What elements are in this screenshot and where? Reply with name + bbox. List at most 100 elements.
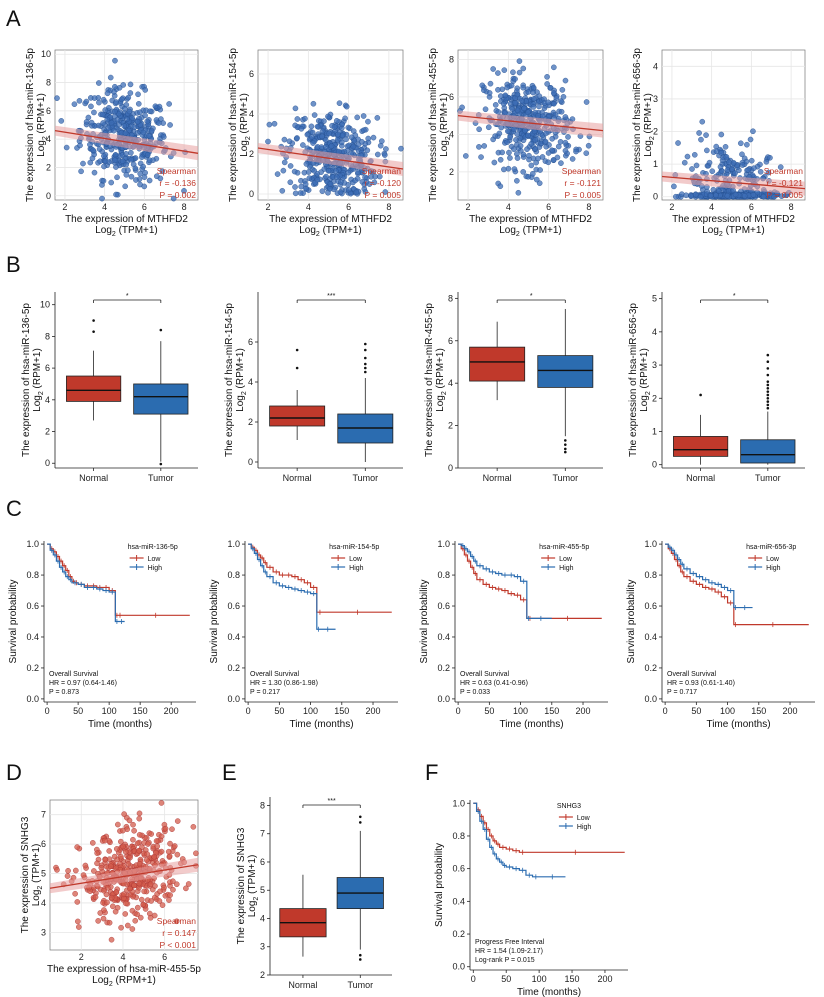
data-point: [530, 89, 536, 96]
legend-title: SNHG3: [557, 803, 581, 810]
x-axis-label: Time (months): [88, 719, 152, 730]
data-point: [698, 136, 704, 143]
data-point: [167, 122, 173, 128]
data-point: [359, 139, 365, 145]
data-point: [510, 69, 516, 76]
km-chart-11: 0.0 0.2 0.4 0.6 0.8 1.0 0 50 100 150 200 hsa-miR-65…: [626, 539, 815, 730]
data-point: [562, 147, 569, 154]
data-point: [131, 882, 137, 889]
significance-stars: ***: [328, 798, 336, 805]
y-axis-sublabel: Log2 (RPM+1): [36, 93, 49, 157]
regression-line: [49, 864, 199, 889]
stat-annotation: Spearman: [157, 916, 196, 926]
data-point: [100, 120, 106, 126]
data-point: [128, 149, 134, 156]
data-point: [675, 140, 681, 146]
data-point: [360, 113, 367, 119]
outlier: [364, 356, 367, 360]
data-point: [486, 90, 493, 96]
y-tick-label: 0.4: [452, 896, 465, 906]
data-point: [732, 170, 738, 176]
data-point: [141, 174, 148, 180]
data-point: [713, 143, 720, 150]
data-point: [536, 180, 543, 186]
data-point: [124, 116, 130, 122]
y-tick-label: 4: [248, 377, 253, 387]
data-point: [101, 163, 107, 170]
data-point: [160, 134, 167, 140]
data-point: [327, 186, 333, 192]
data-point: [739, 162, 746, 168]
data-point: [353, 189, 360, 196]
data-point: [137, 170, 143, 177]
data-point: [487, 80, 494, 87]
x-tick-label: 6: [162, 952, 167, 962]
data-point: [301, 169, 308, 176]
y-axis-label: The expression of hsa-miR-136-5p: [25, 48, 36, 202]
data-point: [514, 107, 521, 114]
data-point: [107, 863, 114, 870]
data-point: [671, 183, 677, 190]
data-point: [110, 127, 117, 134]
data-point: [512, 76, 518, 82]
data-point: [739, 151, 745, 158]
data-point: [134, 904, 141, 911]
km-chart-9: 0.0 0.2 0.4 0.6 0.8 1.0 0 50 100 150 200 hsa-miR-15…: [209, 539, 398, 730]
data-point: [106, 848, 113, 854]
y-tick-label: 4: [41, 898, 46, 908]
stat-annotation: HR = 0.63 (0.41-0.96): [460, 680, 528, 687]
data-point: [166, 101, 172, 107]
data-point: [506, 149, 512, 156]
stat-annotation: r = -0.136: [159, 178, 196, 188]
data-point: [152, 103, 159, 110]
stat-annotation: Spearman: [362, 166, 401, 176]
data-point: [573, 148, 579, 155]
y-tick-label: 0: [248, 457, 253, 467]
data-point: [342, 115, 348, 122]
data-point: [343, 136, 349, 143]
y-axis-sublabel: Log2 (RPM+1): [32, 348, 45, 412]
data-point: [323, 173, 329, 180]
data-point: [171, 843, 178, 849]
data-point: [161, 884, 167, 891]
data-point: [583, 99, 590, 105]
y-tick-label: 2: [260, 970, 265, 980]
data-point: [511, 166, 518, 172]
x-tick-label: 200: [366, 706, 381, 716]
data-point: [136, 815, 143, 822]
data-point: [348, 134, 355, 141]
data-point: [58, 118, 65, 124]
data-point: [562, 77, 569, 84]
data-point: [302, 181, 309, 187]
data-point: [91, 95, 98, 101]
y-tick-label: 0.6: [437, 601, 450, 611]
data-point: [120, 82, 127, 88]
y-axis-sublabel: Log2 (RPM+1): [235, 348, 248, 412]
y-tick-label: 4: [448, 378, 453, 388]
data-point: [306, 175, 313, 181]
data-point: [287, 163, 294, 169]
data-point: [549, 135, 555, 142]
data-point: [134, 840, 141, 847]
confidence-band: [50, 857, 198, 894]
data-point: [479, 82, 486, 89]
data-point: [162, 892, 169, 899]
x-axis-label: Time (months): [706, 719, 770, 730]
data-point: [136, 831, 143, 838]
data-point: [328, 143, 335, 149]
data-point: [514, 91, 521, 98]
data-point: [122, 849, 129, 855]
data-point: [525, 89, 532, 95]
data-point: [704, 147, 710, 154]
stat-annotation: Overall Survival: [667, 671, 716, 678]
x-tick-label: 0: [471, 974, 476, 984]
stat-annotation: P = 0.005: [767, 190, 804, 200]
data-point: [80, 160, 86, 167]
km-curve-low: [458, 543, 602, 620]
data-point: [545, 150, 552, 156]
data-point: [142, 87, 149, 93]
data-point: [314, 171, 321, 177]
data-point: [104, 899, 110, 906]
y-tick-label: 0.0: [227, 694, 240, 704]
legend-label: Low: [148, 556, 162, 563]
